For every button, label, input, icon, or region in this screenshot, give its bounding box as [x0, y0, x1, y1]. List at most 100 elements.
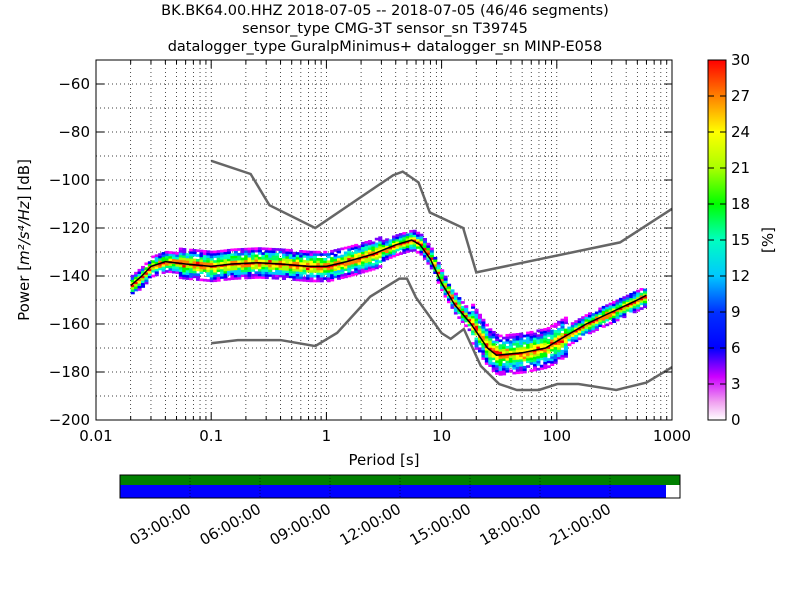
psd-cell [416, 236, 421, 240]
psd-cell [457, 316, 462, 319]
psd-cell [557, 342, 562, 346]
psd-cell [419, 248, 424, 251]
psd-cell [587, 312, 593, 316]
psd-cell [147, 268, 152, 272]
psd-cell [539, 352, 544, 356]
psd-cell [354, 243, 359, 247]
psd-cell [429, 257, 434, 260]
psd-cell [443, 285, 448, 288]
psd-cell [636, 301, 641, 305]
psd-cell [271, 250, 276, 254]
psd-cell [412, 232, 417, 235]
psd-cell [226, 251, 231, 255]
psd-cell [130, 279, 135, 283]
psd-cell [354, 253, 359, 257]
psd-cell [477, 349, 482, 353]
psd-cell [560, 349, 565, 353]
psd-cell [563, 321, 568, 325]
psd-cell [460, 315, 465, 319]
psd-cell [488, 328, 493, 331]
psd-cell [374, 266, 379, 270]
psd-cell [488, 354, 493, 358]
psd-cell [216, 269, 221, 273]
psd-cell [481, 335, 486, 339]
psd-cell [495, 360, 500, 363]
psd-cell [505, 341, 510, 344]
psd-cell [134, 283, 139, 287]
psd-cell [161, 266, 166, 270]
psd-cell [350, 244, 355, 248]
psd-cell [584, 314, 589, 317]
psd-cell [316, 250, 321, 254]
psd-cell [171, 270, 176, 274]
psd-cell [522, 346, 527, 350]
psd-cell [577, 330, 582, 333]
psd-cell [178, 247, 183, 251]
psd-cell [570, 329, 575, 333]
psd-cell [502, 365, 507, 369]
psd-cell [395, 234, 400, 237]
psd-cell [220, 276, 225, 279]
psd-cell [560, 340, 565, 343]
psd-cell [240, 257, 245, 261]
psd-cell [154, 263, 159, 267]
psd-cell [519, 363, 524, 367]
psd-cell [319, 253, 324, 256]
psd-cell [508, 340, 513, 344]
psd-cell [130, 286, 135, 290]
psd-cell [309, 277, 314, 280]
psd-cell [491, 335, 496, 339]
psd-cell [364, 245, 369, 249]
psd-cell [405, 245, 410, 249]
psd-cell [481, 333, 486, 336]
psd-cell [226, 277, 231, 281]
psd-cell [505, 355, 510, 359]
psd-cell [563, 316, 568, 320]
psd-cell [281, 250, 287, 254]
psd-cell [608, 312, 613, 315]
psd-cell [237, 272, 242, 275]
psd-cell [581, 323, 586, 327]
psd-cell [240, 269, 245, 273]
psd-cell [230, 255, 235, 259]
psd-cell [281, 267, 287, 271]
psd-cell [233, 255, 238, 259]
psd-cell [244, 271, 249, 275]
psd-cell [505, 369, 510, 373]
psd-cell [491, 330, 496, 334]
psd-cell [612, 320, 617, 323]
psd-cell [147, 263, 152, 267]
psd-cell [612, 301, 617, 304]
high-noise-model-line [210, 159, 673, 274]
psd-cell [288, 251, 293, 255]
psd-cell [536, 341, 541, 345]
psd-cell [165, 253, 170, 256]
psd-cell [271, 255, 276, 258]
psd-cell [471, 310, 476, 314]
psd-cell [295, 266, 300, 270]
psd-cell [154, 271, 159, 274]
psd-cell [189, 270, 194, 274]
psd-cell [288, 275, 293, 279]
psd-cell [257, 259, 262, 262]
psd-cell [140, 282, 146, 286]
psd-cell [206, 259, 211, 263]
psd-cell [409, 244, 414, 248]
psd-cell [299, 259, 304, 263]
psd-cell [374, 247, 379, 251]
psd-cell [247, 252, 252, 256]
psd-cell [295, 259, 300, 262]
psd-cell [543, 342, 548, 346]
psd-cell [608, 307, 613, 311]
psd-cell [539, 338, 544, 342]
psd-cell [560, 328, 565, 331]
psd-cell [471, 342, 476, 345]
psd-cell [185, 267, 190, 271]
chart-title-line-1: BK.BK64.00.HHZ 2018-07-05 -- 2018-07-05 … [161, 3, 609, 19]
psd-cell [257, 247, 262, 250]
psd-cell [347, 265, 352, 268]
psd-cell [336, 260, 342, 263]
psd-cell [226, 265, 231, 269]
psd-cell [385, 243, 390, 246]
psd-cell [134, 276, 139, 280]
